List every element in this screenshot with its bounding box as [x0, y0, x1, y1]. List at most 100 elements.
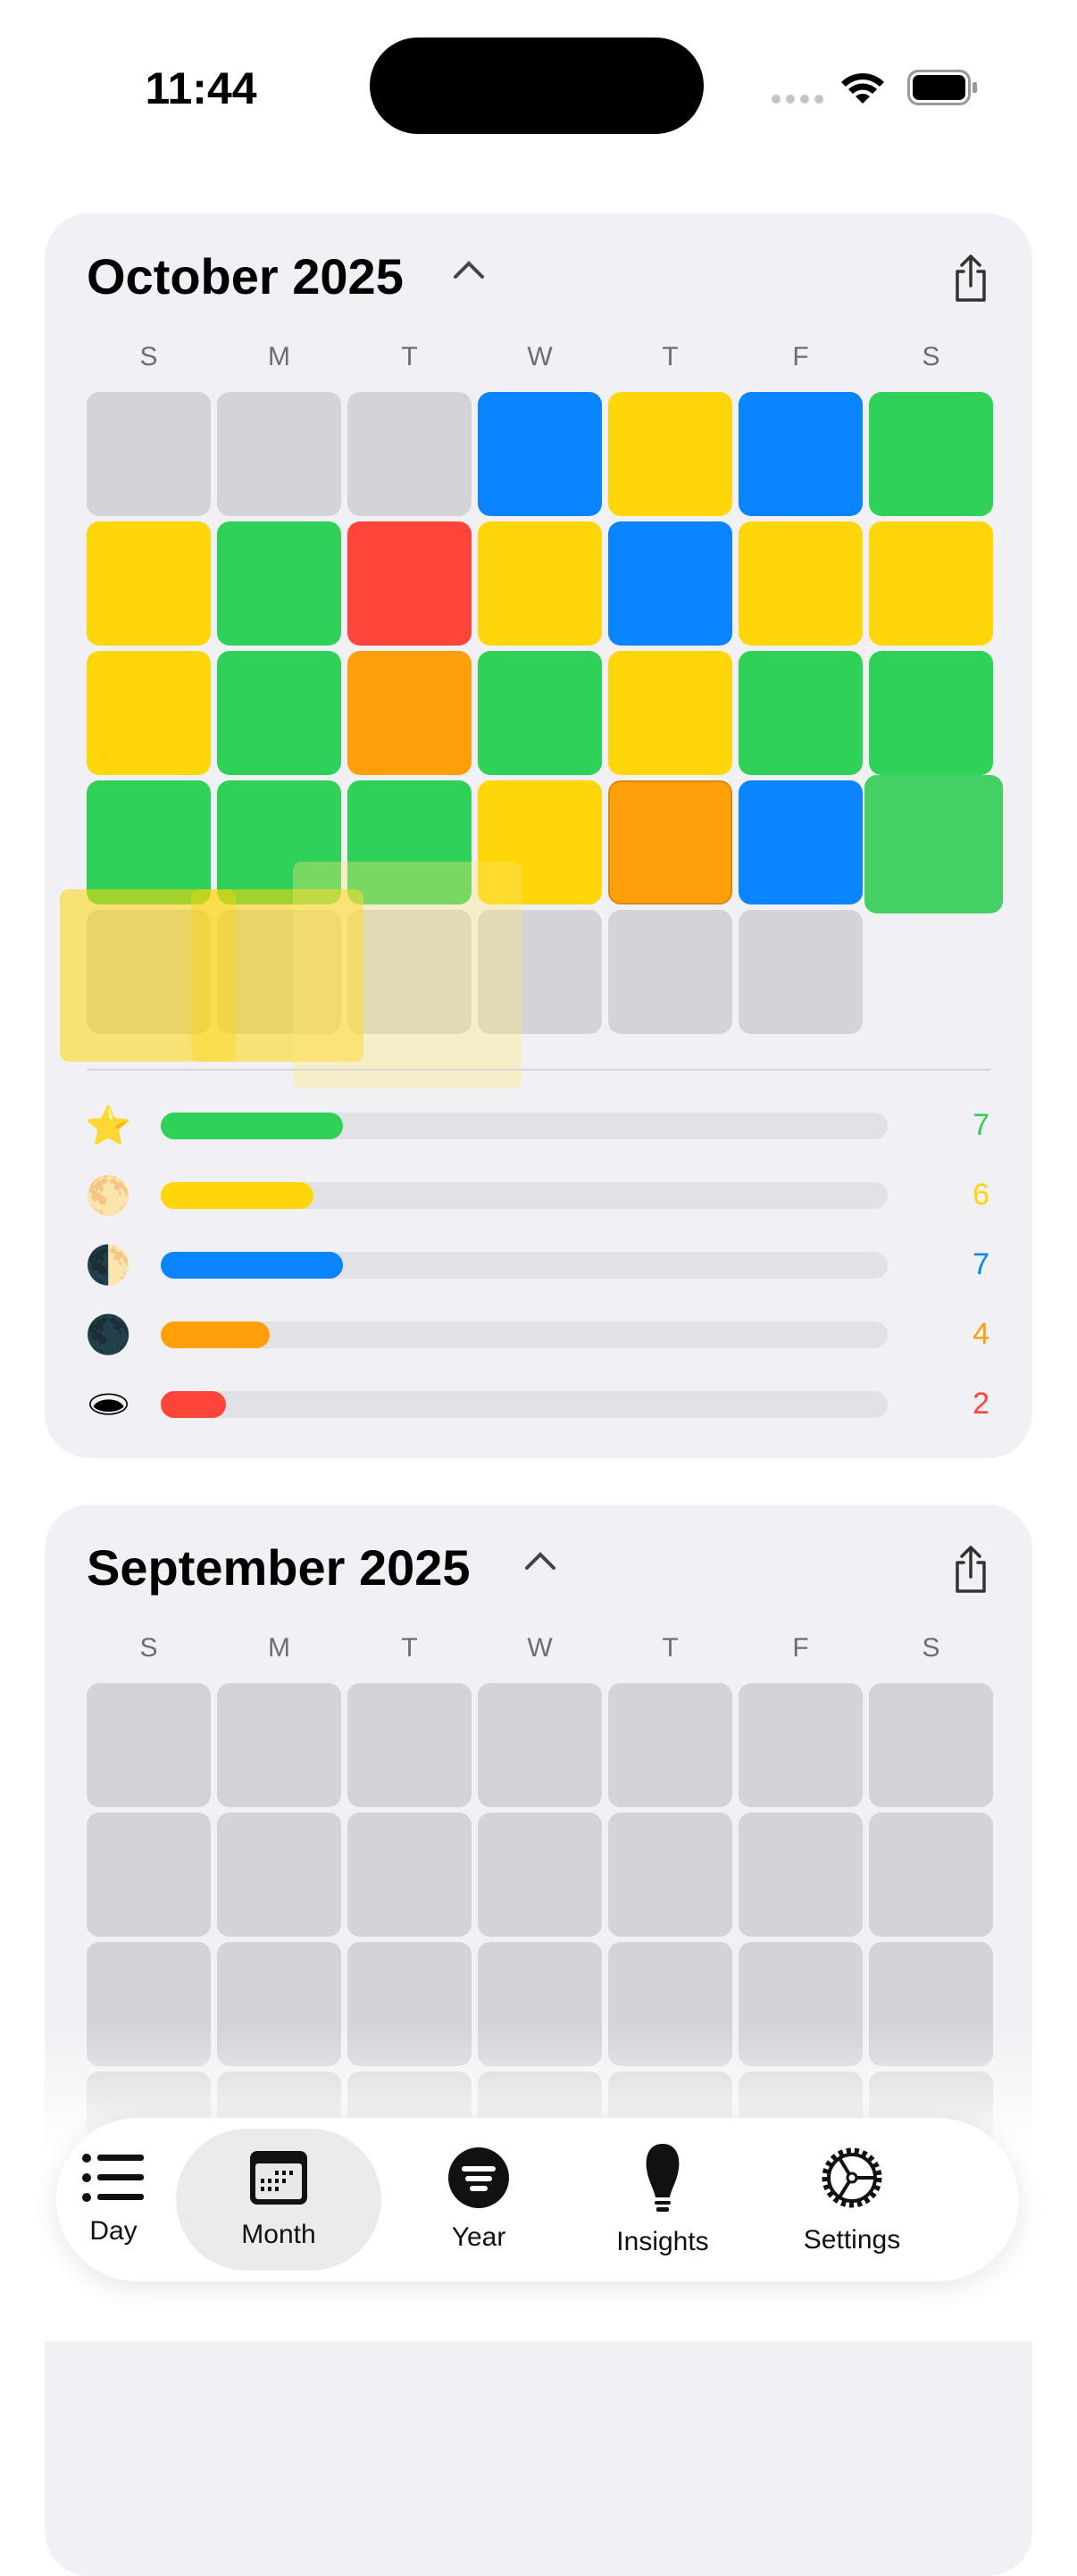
drag-highlight	[60, 889, 363, 1062]
day-cell[interactable]	[347, 392, 472, 516]
day-cell[interactable]	[608, 1813, 732, 1937]
day-cell[interactable]	[87, 521, 211, 646]
collapse-button[interactable]	[522, 1542, 558, 1582]
day-cell[interactable]	[87, 1813, 211, 1937]
day-cell[interactable]	[217, 521, 341, 646]
tab-label: Month	[241, 2220, 316, 2249]
day-cell[interactable]	[608, 910, 732, 1034]
legend-count: 7	[973, 1247, 989, 1281]
legend-bar-fill	[161, 1391, 227, 1418]
day-cell[interactable]	[869, 651, 993, 775]
day-cell[interactable]	[347, 780, 472, 905]
weekday-label: S	[139, 342, 158, 371]
day-cell[interactable]	[739, 780, 863, 905]
tab-month[interactable]: Month	[176, 2129, 381, 2271]
divider	[87, 1069, 990, 1071]
day-cell[interactable]	[478, 521, 602, 646]
legend-bar-fill	[161, 1182, 313, 1209]
day-cell[interactable]	[478, 1683, 602, 1807]
tab-label: Settings	[803, 2225, 901, 2255]
drag-highlight	[293, 862, 522, 1088]
month-card: October 2025 S M T W T F S ⭐ 7 🌕 6 🌓 7 🌑 4 🕳 2	[45, 213, 1032, 1458]
weekday-label: W	[527, 342, 553, 371]
day-cell[interactable]	[869, 392, 993, 516]
tab-bar: Day Month Year Insights Settings	[56, 2118, 1019, 2281]
legend-count: 7	[973, 1108, 989, 1142]
weekday-label: F	[792, 342, 809, 371]
day-cell[interactable]	[739, 521, 863, 646]
day-cell[interactable]	[739, 651, 863, 775]
day-cell[interactable]	[739, 392, 863, 516]
legend-bar-fill	[161, 1321, 271, 1348]
day-cell[interactable]	[217, 1683, 341, 1807]
weekday-label: T	[401, 342, 418, 371]
month-title: September 2025	[87, 1539, 471, 1596]
legend-count: 6	[973, 1178, 989, 1212]
day-cell[interactable]	[347, 910, 472, 1034]
weekday-label: T	[401, 1633, 418, 1663]
battery-icon	[907, 70, 977, 105]
day-cell[interactable]	[869, 521, 993, 646]
day-cell[interactable]	[608, 651, 732, 775]
weekday-label: F	[792, 1633, 809, 1663]
day-cell[interactable]	[608, 1683, 732, 1807]
legend-count: 2	[973, 1387, 989, 1421]
day-cell[interactable]	[347, 1813, 472, 1937]
tab-insights[interactable]: Insights	[573, 2118, 752, 2281]
weekday-label: M	[268, 1633, 290, 1663]
day-cell[interactable]	[739, 1813, 863, 1937]
day-cell[interactable]	[864, 775, 1003, 913]
day-cell[interactable]	[87, 651, 211, 775]
lightbulb-icon	[641, 2142, 684, 2218]
tab-label: Year	[451, 2222, 506, 2252]
day-cell[interactable]	[217, 1813, 341, 1937]
tab-label: Day	[89, 2216, 138, 2246]
weekday-label: W	[527, 1633, 553, 1663]
full-moon-icon: 🌕	[85, 1174, 132, 1216]
day-cell[interactable]	[217, 392, 341, 516]
tab-year[interactable]: Year	[389, 2118, 568, 2281]
day-cell[interactable]	[347, 521, 472, 646]
day-cell[interactable]	[478, 651, 602, 775]
share-button[interactable]	[948, 254, 993, 304]
legend-bar-fill	[161, 1113, 343, 1139]
day-cell[interactable]	[87, 780, 211, 905]
day-cell[interactable]	[739, 1683, 863, 1807]
collapse-button[interactable]	[451, 251, 487, 291]
day-cell[interactable]	[478, 392, 602, 516]
legend-bar	[161, 1321, 888, 1348]
day-cell[interactable]	[217, 651, 341, 775]
day-cell[interactable]	[217, 780, 341, 905]
signal-icon	[772, 95, 823, 104]
day-cell[interactable]	[478, 780, 602, 905]
weekday-label: S	[139, 1633, 158, 1663]
weekday-label: M	[268, 342, 290, 371]
day-cell[interactable]	[608, 521, 732, 646]
weekday-label: T	[662, 342, 679, 371]
day-cell[interactable]	[869, 1813, 993, 1937]
day-cell[interactable]	[478, 1813, 602, 1937]
tab-settings[interactable]: Settings	[763, 2118, 941, 2281]
day-cell[interactable]	[478, 910, 602, 1034]
month-title: October 2025	[87, 248, 404, 304]
day-cell[interactable]	[739, 910, 863, 1034]
share-icon	[956, 1546, 986, 1593]
tab-day[interactable]: Day	[24, 2118, 203, 2281]
day-cell[interactable]	[87, 392, 211, 516]
share-button[interactable]	[948, 1545, 993, 1595]
day-cell[interactable]	[608, 780, 732, 905]
day-cell[interactable]	[608, 392, 732, 516]
legend-count: 4	[973, 1317, 989, 1351]
day-cell[interactable]	[347, 1683, 472, 1807]
first-quarter-moon-icon: 🌓	[85, 1244, 132, 1286]
day-cell[interactable]	[87, 1683, 211, 1807]
day-cell[interactable]	[869, 1683, 993, 1807]
legend-bar	[161, 1391, 888, 1418]
year-icon	[447, 2147, 510, 2213]
new-moon-icon: 🌑	[85, 1313, 132, 1355]
share-icon	[956, 254, 986, 302]
star-icon: ⭐	[85, 1105, 132, 1146]
dynamic-island	[370, 38, 704, 134]
day-cell[interactable]	[347, 651, 472, 775]
wifi-icon	[841, 73, 884, 104]
